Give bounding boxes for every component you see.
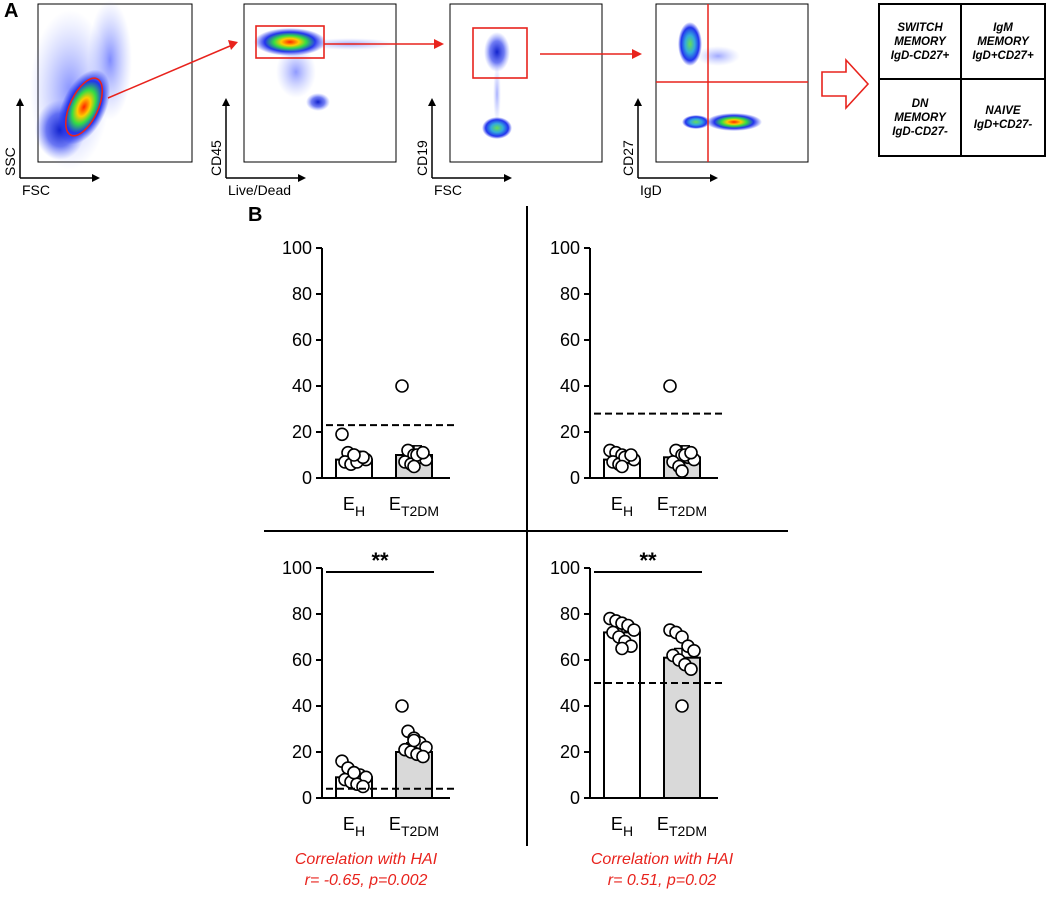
y-tick-label: 0 (570, 468, 580, 488)
bar-chart-top-right: 0 20 40 60 80 100 EH ET2DM (550, 238, 726, 519)
bar-chart-bottom-right: 0 20 40 60 80 100 EH ET2DM ** (550, 548, 726, 839)
quadrant-definition-grid: SWITCH MEMORY IgD-CD27+ IgM MEMORY IgD+CD27+… (878, 3, 1046, 157)
x-category-label: ET2DM (657, 494, 707, 519)
x-category-label: EH (611, 494, 633, 519)
data-point (687, 644, 701, 658)
data-point (356, 779, 370, 794)
y-tick-label: 60 (292, 330, 312, 350)
data-point (615, 459, 629, 474)
significance-label: ** (639, 548, 657, 573)
bar-E_T2DM (663, 656, 701, 799)
y-tick-label: 80 (292, 604, 312, 624)
y-tick-label: 40 (560, 696, 580, 716)
y-tick-label: 20 (292, 422, 312, 442)
y-tick-label: 20 (292, 742, 312, 762)
correlation-annotation-right: Correlation with HAI r= 0.51, p=0.02 (590, 851, 734, 889)
y-tick-label: 60 (560, 650, 580, 670)
y-tick-label: 40 (292, 376, 312, 396)
bar-E_H (603, 631, 641, 800)
flow-xlabel-4: IgD (640, 182, 662, 198)
y-tick-label: 80 (560, 604, 580, 624)
panel-a-label: A (4, 0, 19, 22)
y-tick-label: 40 (292, 696, 312, 716)
quadrant-naive: NAIVE IgD+CD27- (973, 104, 1033, 131)
data-point (663, 379, 677, 393)
data-point (675, 464, 689, 478)
x-category-label: EH (611, 814, 633, 839)
flow-ylabel-3: CD19 (414, 140, 430, 176)
flow-plot-cd45-livedead (222, 3, 397, 182)
y-tick-label: 20 (560, 422, 580, 442)
panel-b-vertical-divider (526, 206, 528, 846)
data-point (395, 379, 409, 393)
data-point (624, 448, 638, 462)
y-tick-label: 100 (550, 238, 580, 258)
x-category-label: ET2DM (657, 814, 707, 839)
data-point (347, 448, 361, 462)
quadrant-dn-memory: DN MEMORY IgD-CD27- (880, 80, 962, 155)
flow-plot-cd27-igd (634, 3, 809, 182)
flow-gating-strip (16, 0, 870, 182)
hollow-arrow-icon (821, 57, 870, 111)
y-tick-label: 40 (560, 376, 580, 396)
data-point (416, 445, 430, 460)
data-point (347, 765, 361, 780)
bar-chart-top-left: 0 20 40 60 80 100 EH ET2DM (282, 238, 458, 519)
data-point (684, 445, 698, 460)
data-point (407, 459, 421, 474)
data-point (335, 427, 349, 442)
flow-plot-cd19-fsc (428, 3, 603, 182)
flow-ylabel-1: SSC (2, 147, 18, 176)
data-point (684, 662, 698, 676)
quadrant-switch-memory: SWITCH MEMORY IgD-CD27+ (880, 5, 962, 80)
significance-label: ** (371, 548, 389, 573)
y-tick-label: 80 (560, 284, 580, 304)
x-category-label: EH (343, 494, 365, 519)
panel-b-horizontal-divider (264, 530, 788, 532)
y-tick-label: 0 (302, 468, 312, 488)
quadrant-igm-memory: IgM MEMORY IgD+CD27+ (962, 5, 1044, 80)
data-point (675, 699, 689, 713)
flow-plot-ssc-fsc (16, 0, 193, 182)
y-tick-label: 100 (550, 558, 580, 578)
correlation-annotation-left: Correlation with HAI r= -0.65, p=0.002 (294, 851, 438, 889)
data-point (407, 733, 421, 748)
flow-xlabel-2: Live/Dead (228, 182, 292, 198)
y-tick-label: 20 (560, 742, 580, 762)
flow-xlabel-1: FSC (22, 182, 50, 198)
data-point (615, 641, 629, 656)
y-tick-label: 0 (302, 788, 312, 808)
y-tick-label: 60 (560, 330, 580, 350)
flow-xlabel-3: FSC (434, 182, 462, 198)
x-category-label: ET2DM (389, 814, 439, 839)
x-category-label: ET2DM (389, 494, 439, 519)
y-tick-label: 0 (570, 788, 580, 808)
y-tick-label: 80 (292, 284, 312, 304)
y-tick-label: 60 (292, 650, 312, 670)
y-tick-label: 100 (282, 558, 312, 578)
y-tick-label: 100 (282, 238, 312, 258)
flow-ylabel-4: CD27 (620, 140, 636, 176)
x-category-label: EH (343, 814, 365, 839)
panel-b-label: B (248, 204, 263, 226)
data-point (416, 749, 430, 764)
data-point (395, 699, 409, 713)
bar-chart-bottom-left: 0 20 40 60 80 100 EH ET2DM ** (282, 548, 458, 839)
data-point (627, 623, 641, 637)
flow-ylabel-2: CD45 (208, 140, 224, 176)
